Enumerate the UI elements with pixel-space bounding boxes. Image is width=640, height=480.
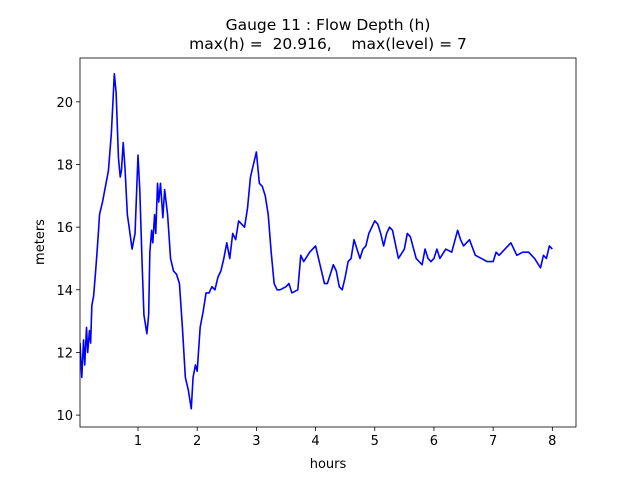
y-tick-label: 16: [56, 221, 73, 236]
y-tick-label: 20: [56, 96, 73, 111]
x-tick-label: 4: [311, 434, 319, 449]
x-tick-label: 6: [430, 434, 438, 449]
y-tick-label: 12: [56, 346, 73, 361]
x-tick-label: 5: [371, 434, 379, 449]
x-tick-label: 1: [134, 434, 142, 449]
plot-frame: [79, 57, 577, 428]
y-tick-label: 14: [56, 284, 73, 299]
x-tick-label: 8: [548, 434, 556, 449]
y-axis-label: meters: [33, 219, 48, 265]
x-axis-label: hours: [310, 457, 347, 472]
x-tick-label: 3: [252, 434, 260, 449]
y-tick-label: 18: [56, 159, 73, 174]
data-line: [80, 72, 553, 410]
chart-subtitle: max(h) = 20.916, max(level) = 7: [189, 35, 467, 53]
x-tick-label: 2: [193, 434, 201, 449]
y-tick-label: 10: [56, 409, 73, 424]
chart-title: Gauge 11 : Flow Depth (h): [226, 16, 431, 34]
x-tick-label: 7: [489, 434, 497, 449]
